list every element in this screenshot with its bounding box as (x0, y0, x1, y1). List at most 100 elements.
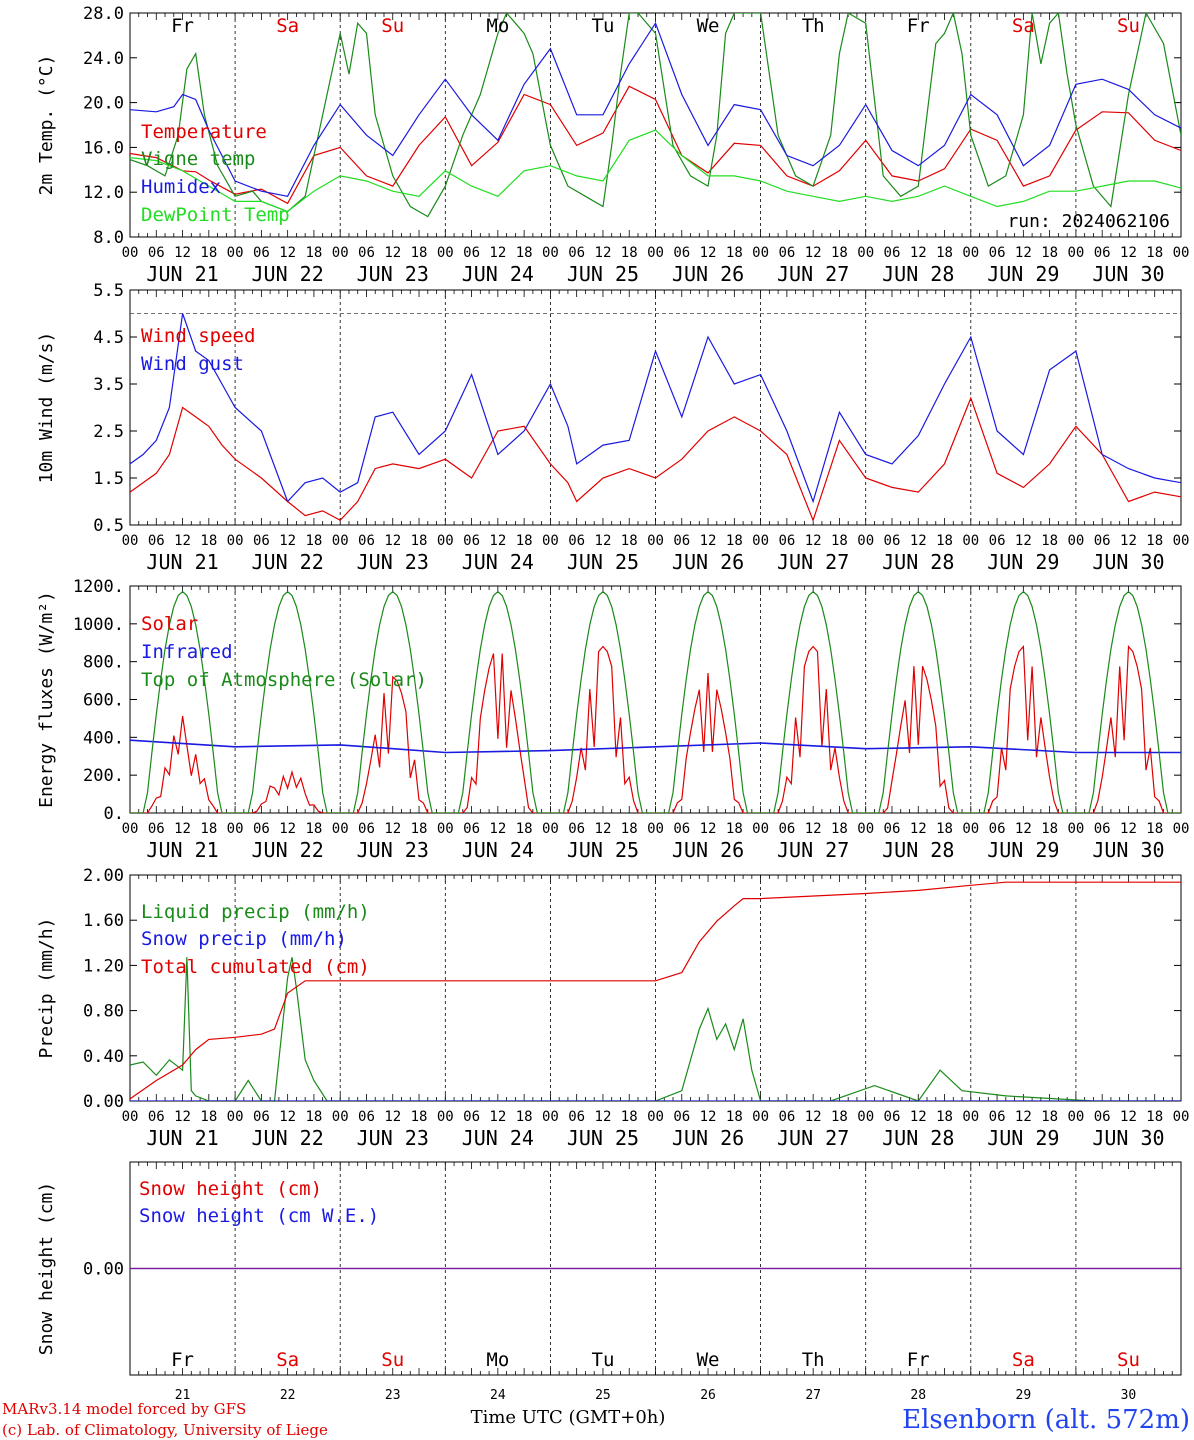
date-label: JUN 23 (357, 1126, 429, 1150)
hour-tick-label: 18 (200, 245, 217, 261)
series-line-total-cumulated-cm- (130, 881, 1181, 1100)
series-line-infrared (130, 739, 1181, 754)
hour-tick-label: 12 (805, 533, 822, 549)
hour-tick-label: 00 (1173, 533, 1190, 549)
hour-tick-label: 12 (700, 1109, 717, 1125)
hour-tick-label: 18 (516, 1109, 533, 1125)
panel-temp: 8.0 12.0 16.0 20.0 24.0 28.0 2m Temp. (°C) Temp… (36, 4, 1189, 286)
y-tick-label: 400. (83, 728, 124, 748)
hour-tick-label: 00 (1173, 821, 1190, 837)
hour-tick-label: 12 (1120, 245, 1137, 261)
date-label: JUN 22 (252, 838, 324, 862)
legend-entry: Infrared (141, 641, 233, 663)
hour-tick-label: 12 (384, 1109, 401, 1125)
hour-tick-label: 18 (831, 1109, 848, 1125)
weekday-label: Sa (276, 1349, 299, 1371)
date-label: JUN 23 (357, 262, 429, 286)
series-group (130, 313, 1181, 523)
hour-tick-label: 06 (253, 533, 270, 549)
hour-tick-label: 18 (1041, 245, 1058, 261)
hour-tick-label: 06 (148, 533, 165, 549)
day-number: 25 (595, 1388, 611, 1403)
hour-tick-label: 00 (647, 821, 664, 837)
y-tick-label: 0.5 (93, 516, 124, 536)
hour-tick-label: 12 (174, 245, 191, 261)
y-tick-label: 28.0 (83, 4, 124, 24)
panel-precip: 0.00 0.40 0.80 1.20 1.60 2.00 Precip (mm/h) Liq… (36, 866, 1189, 1150)
hour-tick-label: 18 (305, 533, 322, 549)
date-label: JUN 29 (987, 838, 1059, 862)
date-label: JUN 27 (777, 1126, 849, 1150)
hour-tick-label: 12 (805, 821, 822, 837)
hour-tick-label: 00 (332, 1109, 349, 1125)
y-tick-label: 16.0 (83, 138, 124, 158)
hour-tick-label: 18 (305, 1109, 322, 1125)
hour-tick-label: 12 (489, 533, 506, 549)
hour-tick-label: 00 (752, 821, 769, 837)
weekday-label: Fr (907, 1349, 930, 1371)
hour-tick-label: 12 (384, 821, 401, 837)
station-label: Elsenborn (alt. 572m) (902, 1405, 1190, 1435)
hour-tick-label: 18 (200, 1109, 217, 1125)
hour-tick-label: 00 (1067, 821, 1084, 837)
date-label: JUN 26 (672, 550, 744, 574)
hour-tick-label: 00 (437, 533, 454, 549)
day-number: 26 (700, 1388, 716, 1403)
hour-tick-label: 00 (1067, 533, 1084, 549)
legend-entry: DewPoint Temp (141, 204, 290, 226)
hour-tick-label: 12 (1120, 1109, 1137, 1125)
hour-tick-label: 00 (962, 821, 979, 837)
weekday-label: Th (802, 1349, 825, 1371)
hour-tick-label: 12 (595, 821, 612, 837)
date-label: JUN 24 (462, 550, 534, 574)
day-number: 29 (1016, 1388, 1032, 1403)
date-label: JUN 21 (146, 550, 218, 574)
weekday-label: Fr (171, 15, 194, 37)
hour-tick-label: 18 (936, 821, 953, 837)
legend-entry: Total cumulated (cm) (141, 956, 370, 978)
y-axis-label: Precip (mm/h) (36, 918, 57, 1059)
date-label: JUN 24 (462, 262, 534, 286)
hour-tick-label: 06 (778, 821, 795, 837)
hour-tick-label: 12 (384, 533, 401, 549)
hour-tick-label: 18 (621, 1109, 638, 1125)
hour-tick-label: 06 (253, 245, 270, 261)
y-tick-label: 24.0 (83, 49, 124, 69)
hour-tick-label: 18 (516, 821, 533, 837)
hour-tick-label: 06 (568, 533, 585, 549)
hour-tick-label: 00 (227, 533, 244, 549)
date-label: JUN 28 (882, 550, 954, 574)
date-label: JUN 25 (567, 838, 639, 862)
series-line-dewpoint-temp (130, 129, 1181, 213)
y-axis-label: Energy fluxes (W/m²) (36, 591, 57, 808)
hour-tick-label: 06 (148, 821, 165, 837)
hour-tick-label: 12 (1015, 821, 1032, 837)
hour-tick-label: 00 (962, 1109, 979, 1125)
hour-tick-label: 00 (542, 821, 559, 837)
hour-tick-label: 18 (305, 821, 322, 837)
series-group (130, 881, 1181, 1101)
y-tick-label: 0. (104, 804, 124, 824)
hour-tick-label: 06 (463, 245, 480, 261)
date-label: JUN 26 (672, 262, 744, 286)
date-label: JUN 28 (882, 262, 954, 286)
hour-tick-label: 18 (726, 1109, 743, 1125)
hour-tick-label: 12 (279, 533, 296, 549)
date-label: JUN 24 (462, 838, 534, 862)
y-tick-label: 1200. (73, 577, 124, 597)
hour-tick-label: 00 (752, 1109, 769, 1125)
date-label: JUN 22 (252, 262, 324, 286)
hour-tick-label: 00 (1067, 1109, 1084, 1125)
date-label: JUN 22 (252, 1126, 324, 1150)
date-label: JUN 23 (357, 838, 429, 862)
hour-tick-label: 18 (411, 1109, 428, 1125)
y-tick-label: 3.5 (93, 375, 124, 395)
hour-tick-label: 12 (805, 245, 822, 261)
hour-tick-label: 18 (621, 245, 638, 261)
series-line-liquid-precip-mm-h- (130, 957, 1181, 1101)
hour-tick-label: 06 (989, 821, 1006, 837)
day-number: 21 (175, 1388, 191, 1403)
date-label: JUN 27 (777, 838, 849, 862)
weekday-label: Fr (907, 15, 930, 37)
legend-entry: Wind gust (141, 353, 244, 375)
